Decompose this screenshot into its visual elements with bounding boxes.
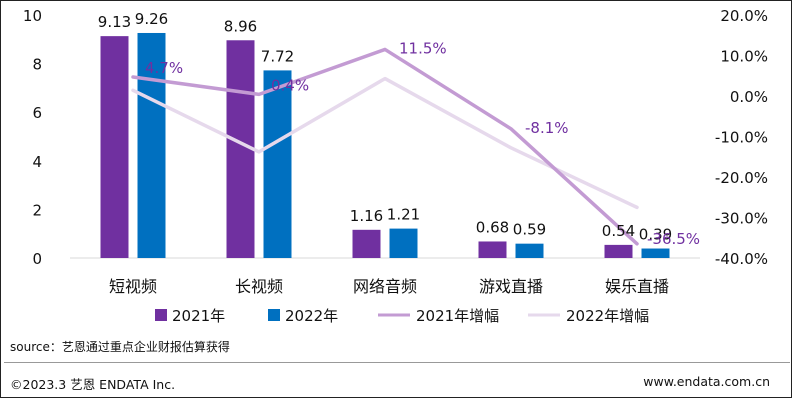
bar-series xyxy=(100,32,670,259)
growth-value-label: 11.5% xyxy=(399,39,447,57)
bar-value-label: 0.39 xyxy=(639,226,672,244)
category-label: 网络音频 xyxy=(353,277,417,296)
left-axis-tick: 10 xyxy=(23,7,42,25)
bar xyxy=(263,70,292,259)
left-axis-tick: 6 xyxy=(32,104,42,122)
legend-label: 2022年 xyxy=(285,307,338,325)
bar-value-label: 9.13 xyxy=(98,13,131,31)
bar xyxy=(352,229,381,258)
growth-value-label: 0.4% xyxy=(271,76,309,94)
bar-value-label: 1.16 xyxy=(350,207,383,225)
bar xyxy=(515,243,544,258)
right-axis-tick: -20.0% xyxy=(715,169,768,187)
left-axis-tick: 2 xyxy=(32,201,42,219)
chart-canvas: 0 2 4 6 8 10 -40.0% -30.0% -20.0% -10.0% 0.0% 10.0… xyxy=(23,7,768,325)
category-label: 游戏直播 xyxy=(479,277,543,296)
growth-value-label: 4.7% xyxy=(145,59,183,77)
legend-swatch xyxy=(155,309,167,321)
right-axis-tick: -30.0% xyxy=(715,210,768,228)
bar xyxy=(389,228,418,258)
website-link[interactable]: www.endata.com.cn xyxy=(643,374,770,389)
bar xyxy=(100,36,129,259)
copyright-text: ©2023.3 艺恩 ENDATA Inc. xyxy=(10,377,176,392)
growth-value-label: -8.1% xyxy=(525,119,569,137)
bar-value-label: 0.54 xyxy=(602,222,635,240)
legend-label: 2021年 xyxy=(172,307,225,325)
growth-line xyxy=(131,76,639,210)
right-axis-tick: 20.0% xyxy=(720,7,768,25)
right-axis-tick: -10.0% xyxy=(715,129,768,147)
right-axis-tick: 10.0% xyxy=(720,48,768,66)
left-axis-tick: 0 xyxy=(32,250,42,268)
right-axis-tick: -40.0% xyxy=(715,250,768,268)
left-axis: 0 2 4 6 8 10 xyxy=(23,7,42,268)
bar-value-label: 9.26 xyxy=(135,10,168,28)
bar-value-label: 1.21 xyxy=(387,206,420,224)
bar xyxy=(641,248,670,258)
footer-divider xyxy=(4,362,790,363)
left-axis-tick: 8 xyxy=(32,56,42,74)
category-label: 长视频 xyxy=(235,277,283,296)
legend-label: 2022年增幅 xyxy=(566,307,649,325)
category-label: 娱乐直播 xyxy=(605,277,669,296)
legend-swatch xyxy=(268,309,280,321)
bar-value-label: 0.68 xyxy=(476,218,509,236)
category-label: 短视频 xyxy=(109,277,157,296)
growth-value-label: -36.5% xyxy=(647,230,700,248)
growth-line xyxy=(131,47,639,246)
right-axis: -40.0% -30.0% -20.0% -10.0% 0.0% 10.0% 20.0% xyxy=(715,7,768,268)
legend-label: 2021年增幅 xyxy=(416,307,499,325)
source-note: source：艺恩通过重点企业财报估算获得 xyxy=(10,340,230,354)
bar xyxy=(478,241,507,258)
data-labels: 9.13 8.96 1.16 0.68 0.54 9.26 7.72 1.21 0.59 0.39… xyxy=(98,10,700,248)
bar xyxy=(137,32,166,259)
bar-value-label: 0.59 xyxy=(513,221,546,239)
category-labels: 短视频 长视频 网络音频 游戏直播 娱乐直播 xyxy=(109,277,669,296)
bar-value-label: 8.96 xyxy=(224,17,257,35)
left-axis-tick: 4 xyxy=(32,153,42,171)
bar xyxy=(604,244,633,258)
bar-value-label: 7.72 xyxy=(261,47,294,65)
right-axis-tick: 0.0% xyxy=(730,88,768,106)
legend: 2021年 2022年 2021年增幅 2022年增幅 xyxy=(155,307,649,325)
line-series xyxy=(131,47,639,246)
